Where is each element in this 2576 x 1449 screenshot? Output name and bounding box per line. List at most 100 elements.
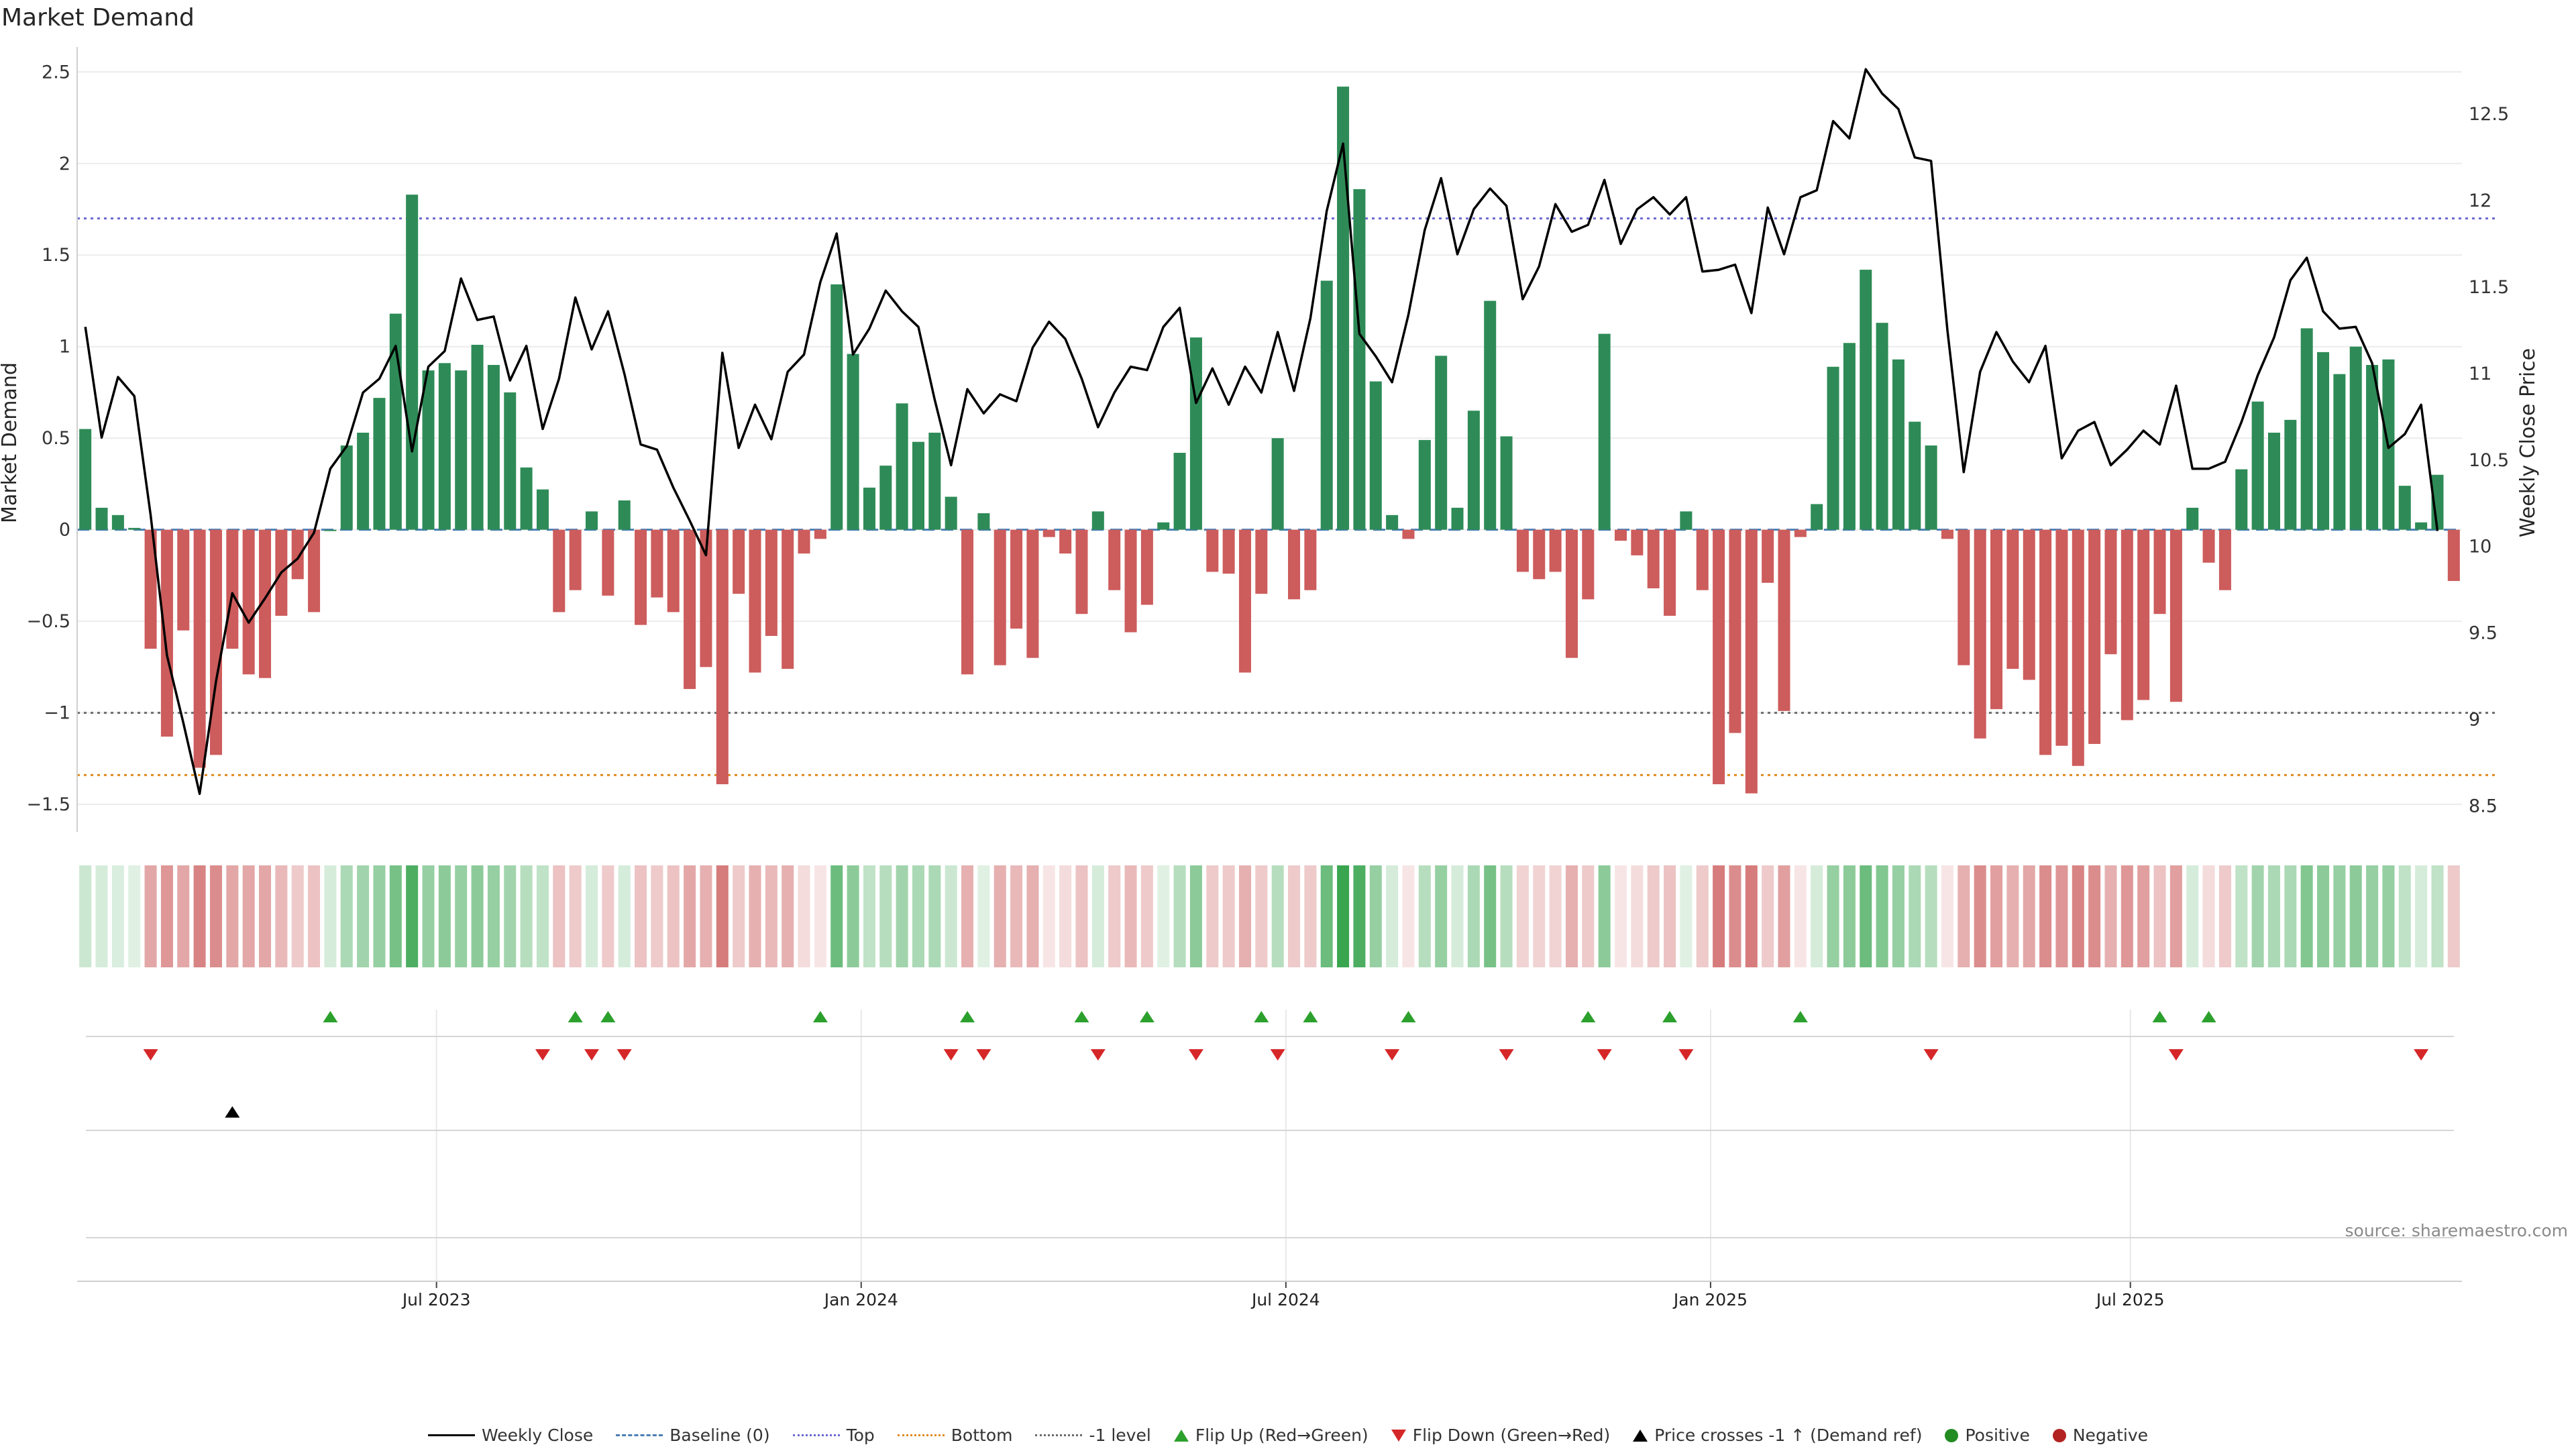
demand-shade-cell [585,865,598,967]
demand-shade-strip [79,865,2460,967]
x-tick-label: Jul 2025 [2095,1290,2165,1309]
y-tick-label: −0.5 [26,611,70,632]
positive-bar [520,467,533,530]
solid-line-icon [427,1434,475,1436]
positive-bar [1353,189,1366,530]
positive-bar [128,527,141,530]
demand-shade-cell [2284,865,2297,967]
flip-down-marker [2168,1049,2184,1061]
y-tick-label: 1 [59,337,70,358]
negative-bar [1222,529,1235,574]
positive-bar [830,284,843,530]
triangle-up-icon [1633,1429,1648,1442]
demand-shade-cell [128,865,141,967]
demand-shade-cell [1059,865,1072,967]
positive-bar [2333,374,2346,530]
demand-shade-cell [95,865,108,967]
positive-bar [471,344,484,530]
negative-bar [2023,529,2035,680]
positive-bar [585,511,598,530]
y-tick-label: 0 [59,520,70,541]
demand-shade-cell [635,865,647,967]
demand-shade-cell [2251,865,2264,967]
demand-shade-cell [765,865,777,967]
positive-bar [79,429,92,530]
demand-shade-cell [1451,865,1464,967]
legend-label: Bottom [951,1426,1013,1445]
positive-bar [1680,511,1693,530]
negative-bar [1794,529,1807,537]
dashed-line-icon [616,1434,663,1436]
negative-bar [1140,529,1153,605]
y-tick-label: 2.5 [42,62,70,83]
flip-down-marker [1385,1049,1400,1061]
demand-shade-cell [1598,865,1611,967]
demand-shade-cell [814,865,826,967]
positive-bar [2317,352,2330,530]
positive-bar [2398,486,2411,530]
legend-item-minus1: -1 level [1035,1426,1151,1445]
negative-bar [2447,529,2460,582]
demand-shade-cell [340,865,353,967]
positive-bar [2186,507,2199,530]
legend-item-flipup: Flip Up (Red→Green) [1173,1426,1368,1445]
demand-shade-cell [1108,865,1121,967]
negative-bar [1778,529,1790,711]
demand-shade-cell [111,865,124,967]
demand-shade-cell [2431,865,2444,967]
dot-icon [2052,1428,2066,1442]
demand-shade-cell [928,865,941,967]
demand-shade-cell [651,865,663,967]
negative-bar [733,529,745,594]
demand-shade-cell [896,865,908,967]
positive-bar [879,466,892,530]
demand-shade-cell [79,865,92,967]
demand-shade-cell [1042,865,1055,967]
negative-bar [635,529,647,625]
demand-shade-cell [2349,865,2362,967]
y-tick-label: 2 [59,154,70,174]
positive-bar [2349,346,2362,530]
price-cross-marker [225,1106,240,1118]
demand-shade-cell [324,865,337,967]
negative-bar [2088,529,2101,744]
demand-shade-cell [1320,865,1333,967]
demand-shade-cell [1860,865,1872,967]
demand-bars [79,87,2460,794]
demand-shade-cell [1778,865,1790,967]
positive-bar [847,354,859,530]
demand-shade-cell [961,865,974,967]
negative-bar [1762,529,1774,583]
demand-shade-cell [782,865,794,967]
demand-shade-cell [259,865,272,967]
demand-shade-cell [1467,865,1480,967]
negative-bar [1941,529,1954,539]
demand-shade-cell [1582,865,1595,967]
negative-bar [782,529,794,669]
chart-title: Market Demand [1,4,195,32]
positive-bar [1451,507,1464,530]
negative-bar [2055,529,2068,746]
negative-bar [193,529,206,768]
triangle-down-icon [1391,1429,1406,1442]
flip-up-marker [323,1011,338,1022]
demand-shade-cell [684,865,696,967]
negative-bar [1745,529,1758,794]
flip-up-marker [960,1011,975,1022]
positive-bar [487,365,500,530]
demand-shade-cell [553,865,566,967]
demand-shade-cell [830,865,843,967]
positive-bar [2235,469,2248,530]
demand-shade-cell [1091,865,1104,967]
negative-bar [1059,529,1072,554]
x-tick-label: Jan 2025 [1672,1290,1748,1309]
legend-item-baseline: Baseline (0) [616,1426,770,1445]
negative-bar [160,529,173,737]
positive-bar [1435,356,1448,530]
flip-up-marker [1074,1011,1089,1022]
x-tick-label: Jan 2024 [823,1290,898,1309]
demand-shade-cell [733,865,745,967]
demand-shade-cell [1729,865,1741,967]
negative-bar [1565,529,1578,658]
